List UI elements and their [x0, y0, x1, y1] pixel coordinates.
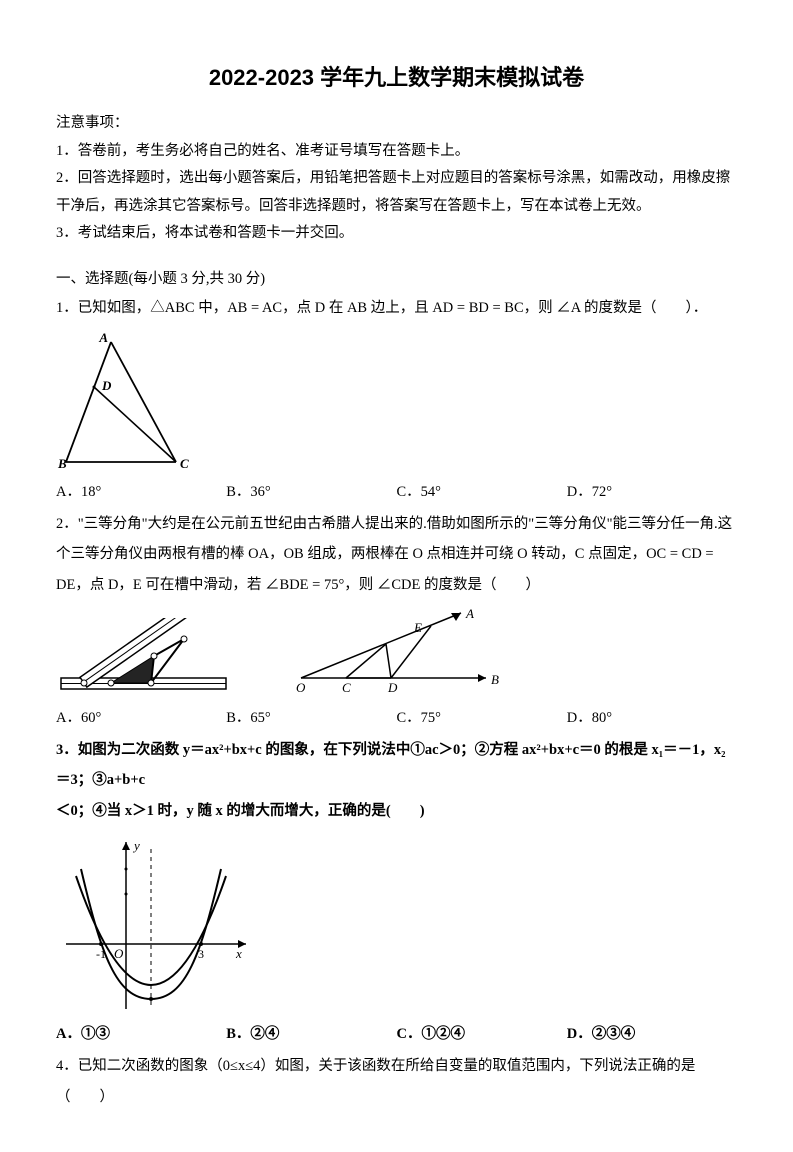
q1-options: A．18° B．36° C．54° D．72°	[56, 480, 737, 501]
q2-label-A: A	[465, 608, 474, 621]
q2-label-O: O	[296, 680, 306, 695]
q2-opt-A: A．60°	[56, 706, 226, 727]
exam-title: 2022-2023 学年九上数学期末模拟试卷	[56, 60, 737, 92]
q2-figures: O A B C D E	[56, 608, 737, 698]
notice-3: 3．考试结束后，将本试卷和答题卡一并交回。	[56, 220, 737, 248]
q2-opt-B: B．65°	[226, 706, 396, 727]
q3-options: A．①③ B．②④ C．①②④ D．②③④	[56, 1022, 737, 1043]
q3-label-O: O	[114, 946, 124, 961]
q1-label-D: D	[101, 378, 112, 393]
q1-label-B: B	[57, 456, 67, 471]
q1-label-A: A	[98, 332, 108, 345]
q3-label-neg1: -1	[96, 947, 106, 961]
exam-page: 2022-2023 学年九上数学期末模拟试卷 注意事项： 1．答卷前，考生务必将…	[0, 0, 793, 1152]
notice-heading: 注意事项：	[56, 110, 737, 138]
notice-2: 2．回答选择题时，选出每小题答案后，用铅笔把答题卡上对应题目的答案标号涂黑，如需…	[56, 165, 737, 220]
q1-opt-A: A．18°	[56, 480, 226, 501]
q3-opt-A: A．①③	[56, 1022, 226, 1043]
q2-label-E: E	[413, 620, 422, 635]
q2-label-D: D	[387, 680, 398, 695]
q2-opt-D: D．80°	[567, 706, 737, 727]
q3-figure: -1 3 O x y	[56, 834, 737, 1014]
q2-figure-device	[56, 618, 236, 698]
q3-text-line1: 3．如图为二次函数 y＝ax²+bx+c 的图象，在下列说法中①ac＞0；②方程…	[56, 735, 737, 796]
notice-1: 1．答卷前，考生务必将自己的姓名、准考证号填写在答题卡上。	[56, 138, 737, 166]
q2-options: A．60° B．65° C．75° D．80°	[56, 706, 737, 727]
q3-text-line2: ＜0；④当 x＞1 时，y 随 x 的增大而增大，正确的是( )	[56, 796, 737, 826]
q1-opt-D: D．72°	[567, 480, 737, 501]
q2-figure-geom: O A B C D E	[286, 608, 506, 698]
q2-label-B: B	[491, 672, 499, 687]
section-1-heading: 一、选择题(每小题 3 分,共 30 分)	[56, 266, 737, 294]
q1-opt-B: B．36°	[226, 480, 396, 501]
q2-label-C: C	[342, 680, 351, 695]
q3-label-y: y	[132, 838, 140, 853]
q2-opt-C: C．75°	[397, 706, 567, 727]
q1-text: 1．已知如图，△ABC 中，AB = AC，点 D 在 AB 边上，且 AD =…	[56, 293, 737, 323]
q2-text: 2．"三等分角"大约是在公元前五世纪由古希腊人提出来的.借助如图所示的"三等分角…	[56, 509, 737, 600]
q3-opt-C: C．①②④	[397, 1022, 567, 1043]
q3-label-3: 3	[198, 947, 204, 961]
q3-opt-B: B．②④	[226, 1022, 396, 1043]
q3-opt-D: D．②③④	[567, 1022, 737, 1043]
q1-label-C: C	[180, 456, 189, 471]
q1-opt-C: C．54°	[397, 480, 567, 501]
q1-figure: A B C D	[56, 332, 737, 472]
q4-text: 4．已知二次函数的图象（0≤x≤4）如图，关于该函数在所给自变量的取值范围内，下…	[56, 1051, 737, 1112]
q3-label-x: x	[235, 946, 242, 961]
